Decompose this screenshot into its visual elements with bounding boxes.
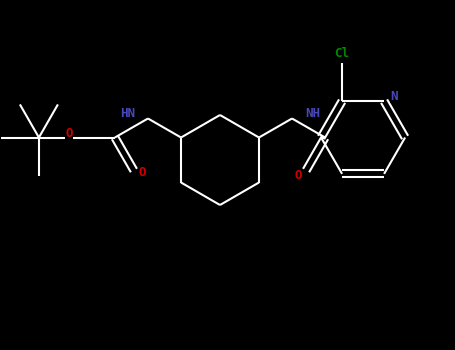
Text: HN: HN (120, 107, 135, 120)
Text: Cl: Cl (334, 47, 349, 60)
Text: O: O (138, 166, 146, 179)
Text: O: O (65, 127, 73, 140)
Text: O: O (294, 169, 302, 182)
Text: NH: NH (305, 107, 320, 120)
Text: N: N (390, 90, 398, 103)
